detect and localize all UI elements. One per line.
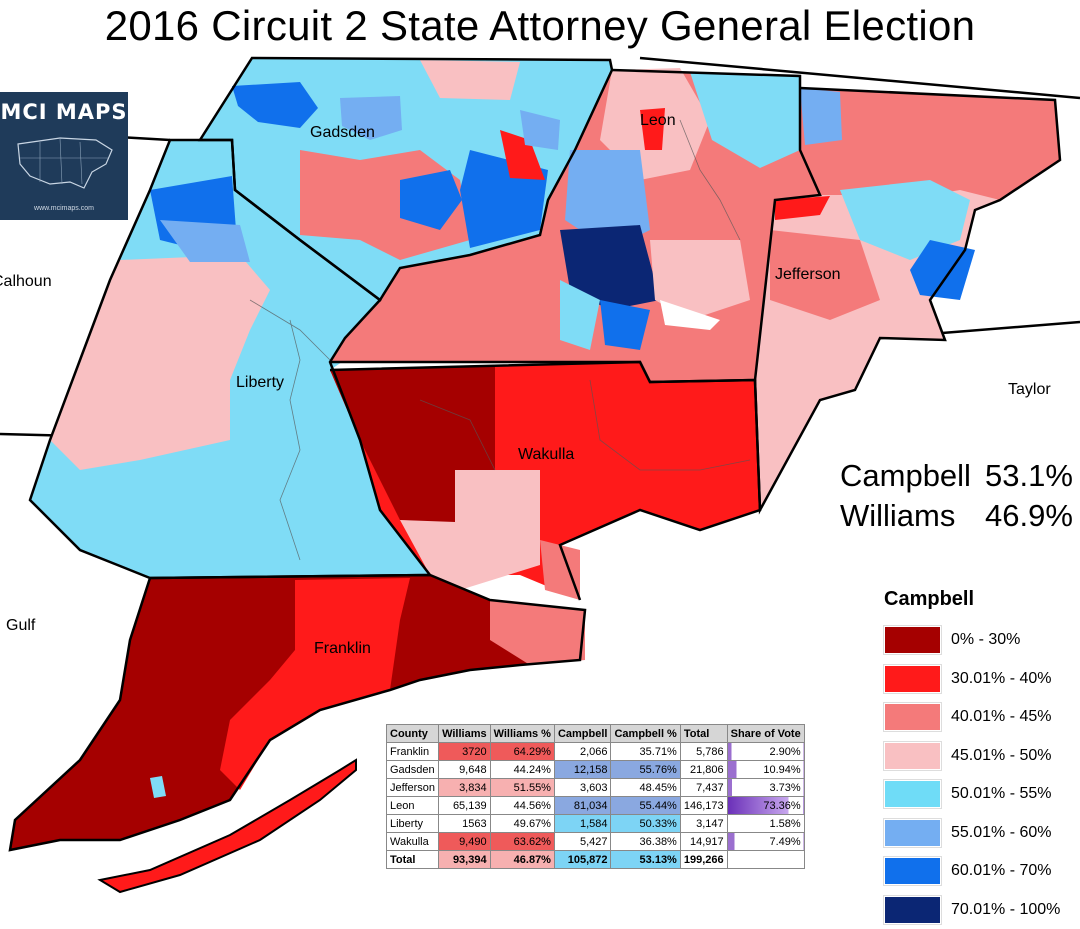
legend-swatch bbox=[884, 703, 941, 731]
label-calhoun: Calhoun bbox=[0, 273, 52, 291]
label-gulf: Gulf bbox=[6, 617, 35, 635]
legend-swatch bbox=[884, 780, 941, 808]
jefferson-precinct bbox=[800, 88, 842, 145]
legend-item: 0% - 30% bbox=[884, 621, 1060, 660]
mci-maps-logo: MCI MAPS www.mcimaps.com bbox=[0, 92, 128, 220]
legend-swatch bbox=[884, 742, 941, 770]
table-row: Gadsden 9,648 44.24% 12,158 55.76% 21,80… bbox=[387, 761, 805, 779]
label-taylor: Taylor bbox=[1008, 381, 1051, 399]
table-row: Franklin 3720 64.29% 2,066 35.71% 5,786 … bbox=[387, 743, 805, 761]
label-franklin: Franklin bbox=[314, 640, 371, 658]
legend-item: 50.01% - 55% bbox=[884, 775, 1060, 814]
table-total-row: Total 93,394 46.87% 105,872 53.13% 199,2… bbox=[387, 851, 805, 869]
logo-url: www.mcimaps.com bbox=[0, 205, 128, 212]
table-row: Jefferson 3,834 51.55% 3,603 48.45% 7,43… bbox=[387, 779, 805, 797]
col-county: County bbox=[387, 725, 439, 743]
legend-item: 30.01% - 40% bbox=[884, 660, 1060, 699]
col-williams: Williams bbox=[439, 725, 491, 743]
table-row: Wakulla 9,490 63.62% 5,427 36.38% 14,917… bbox=[387, 833, 805, 851]
label-leon: Leon bbox=[640, 112, 676, 130]
table-row: Liberty 1563 49.67% 1,584 50.33% 3,147 1… bbox=[387, 815, 805, 833]
label-wakulla: Wakulla bbox=[518, 446, 574, 464]
label-gadsden: Gadsden bbox=[310, 124, 375, 142]
legend: Campbell 0% - 30% 30.01% - 40% 40.01% - … bbox=[884, 588, 1060, 929]
legend-title: Campbell bbox=[884, 588, 1060, 611]
col-campbell-pct: Campbell % bbox=[611, 725, 680, 743]
col-share: Share of Vote bbox=[727, 725, 804, 743]
results-table: County Williams Williams % Campbell Camp… bbox=[386, 724, 805, 869]
legend-swatch bbox=[884, 665, 941, 693]
legend-item: 55.01% - 60% bbox=[884, 814, 1060, 853]
label-liberty: Liberty bbox=[236, 374, 284, 392]
label-jefferson: Jefferson bbox=[775, 266, 841, 284]
table-row: Leon 65,139 44.56% 81,034 55.44% 146,173… bbox=[387, 797, 805, 815]
page-title: 2016 Circuit 2 State Attorney General El… bbox=[0, 2, 1080, 50]
col-campbell: Campbell bbox=[554, 725, 611, 743]
us-map-icon bbox=[0, 92, 128, 220]
col-williams-pct: Williams % bbox=[490, 725, 554, 743]
legend-swatch bbox=[884, 819, 941, 847]
legend-swatch bbox=[884, 857, 941, 885]
table-header-row: County Williams Williams % Campbell Camp… bbox=[387, 725, 805, 743]
legend-item: 40.01% - 45% bbox=[884, 698, 1060, 737]
legend-item: 45.01% - 50% bbox=[884, 737, 1060, 776]
col-total: Total bbox=[680, 725, 727, 743]
wakulla-precinct bbox=[540, 540, 580, 600]
legend-swatch bbox=[884, 626, 941, 654]
legend-item: 70.01% - 100% bbox=[884, 891, 1060, 929]
legend-item: 60.01% - 70% bbox=[884, 852, 1060, 891]
